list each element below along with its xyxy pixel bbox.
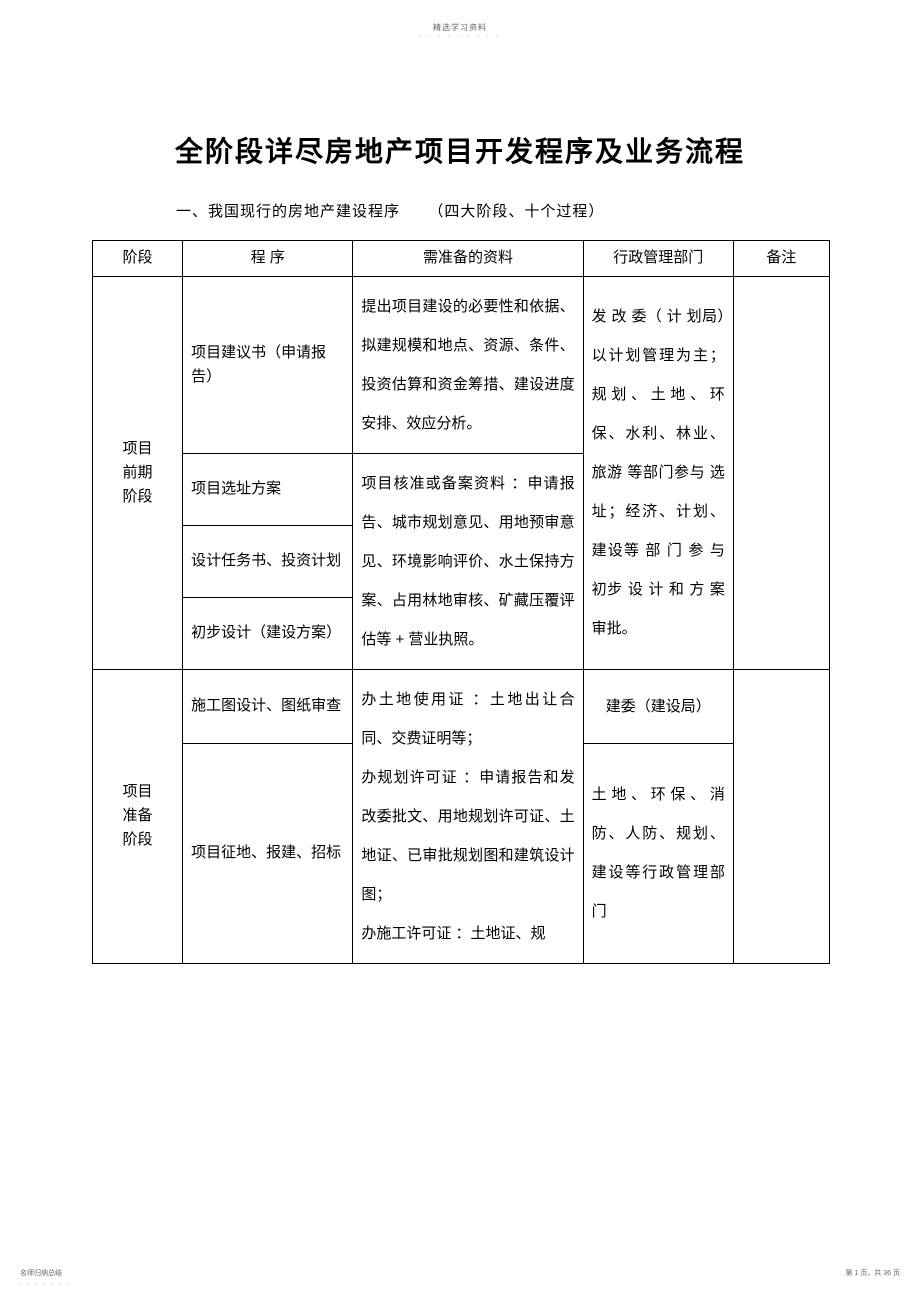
stage1-mat1: 提出项目建设的必要性和依据、拟建规模和地点、资源、条件、投资估算和资金筹措、建设… [353,276,583,453]
stage2-dept1: 建委（建设局） [583,669,733,743]
stage2-proc2: 项目征地、报建、招标 [183,743,353,963]
sub-title: 一、我国现行的房地产建设程序 （四大阶段、十个过程） [176,200,604,221]
stage1-proc2: 项目选址方案 [183,453,353,525]
main-table-container: 阶段 程 序 需准备的资料 行政管理部门 备注 项目 前期 阶段 项目建议书（申… [92,240,830,964]
stage2-proc1: 施工图设计、图纸审查 [183,669,353,743]
sub-title-suffix: （四大阶段、十个过程） [428,203,604,220]
header-procedure: 程 序 [183,241,353,277]
stage2-name: 项目 准备 阶段 [93,669,183,963]
stage1-note [733,276,829,669]
header-dots: - - - - - - - - - [419,34,501,40]
stage1-mat2: 项目核准或备案资料 ：申请报告、城市规划意见、用地预审意见、环境影响评价、水土保… [353,453,583,669]
stage2-mat: 办土地使用证 ：土地出让合同、交费证明等； 办规划许可证 ：申请报告和发改委批文… [353,669,583,963]
stage2-dept2: 土地、环保、消防、人防、规划、建设等行政管理部门 [583,743,733,963]
table-row: 项目 准备 阶段 施工图设计、图纸审查 办土地使用证 ：土地出让合同、交费证明等… [93,669,830,743]
header-small-text: 精选学习资料 [433,22,487,33]
stage2-note [733,669,829,963]
footer-right: 第 1 页，共 36 页 [846,1268,900,1278]
stage1-proc4: 初步设计（建设方案） [183,597,353,669]
stage1-proc1: 项目建议书（申请报告） [183,276,353,453]
header-note: 备注 [733,241,829,277]
footer-left: 名师归纳总结 [20,1268,62,1278]
stage1-name: 项目 前期 阶段 [93,276,183,669]
stage1-proc3: 设计任务书、投资计划 [183,525,353,597]
procedure-table: 阶段 程 序 需准备的资料 行政管理部门 备注 项目 前期 阶段 项目建议书（申… [92,240,830,964]
main-title: 全阶段详尽房地产项目开发程序及业务流程 [0,130,920,170]
header-materials: 需准备的资料 [353,241,583,277]
stage1-dept: 发 改 委（ 计 划局）以计划管理为主；规划、土地、环保、水利、林业、旅游 等部… [583,276,733,669]
header-stage: 阶段 [93,241,183,277]
footer-left-dots: - - - - - - - [20,1281,70,1287]
table-header-row: 阶段 程 序 需准备的资料 行政管理部门 备注 [93,241,830,277]
table-row: 项目 前期 阶段 项目建议书（申请报告） 提出项目建设的必要性和依据、拟建规模和… [93,276,830,453]
header-department: 行政管理部门 [583,241,733,277]
sub-title-prefix: 一、我国现行的房地产建设程序 [176,203,400,220]
